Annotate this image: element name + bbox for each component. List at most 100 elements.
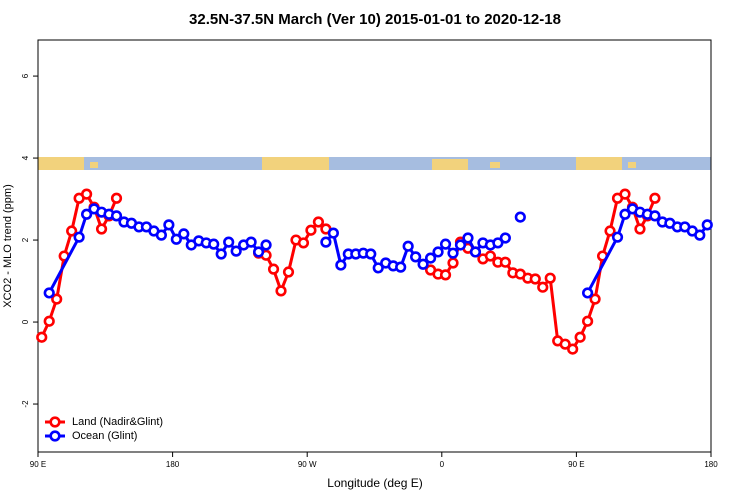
data-point (484, 250, 497, 262)
data-point (574, 331, 586, 343)
data-point (43, 315, 55, 327)
data-point (514, 211, 526, 223)
data-point (43, 287, 55, 299)
data-point (582, 287, 594, 299)
data-point (694, 229, 706, 241)
data-point (432, 246, 444, 258)
data-point (410, 251, 422, 263)
legend-label: Land (Nadir&Glint) (72, 416, 163, 428)
y-tick-label: 4 (21, 155, 30, 160)
data-point (305, 224, 317, 236)
series-line (40, 192, 657, 351)
data-point (582, 315, 594, 327)
land-band (576, 157, 622, 170)
data-point (589, 293, 601, 305)
data-point (395, 261, 407, 273)
data-point (163, 219, 175, 231)
x-tick-label: 180 (704, 460, 718, 469)
data-point (73, 231, 85, 243)
data-point (335, 259, 347, 271)
data-point (267, 263, 280, 275)
data-point (155, 229, 167, 241)
data-point (81, 188, 93, 200)
data-point (36, 331, 48, 343)
data-point (51, 293, 63, 305)
data-point (372, 262, 384, 274)
x-tick-label: 0 (440, 460, 445, 469)
data-point (492, 237, 504, 249)
data-point (223, 236, 235, 248)
chart-title: 32.5N-37.5N March (Ver 10) 2015-01-01 to… (189, 11, 561, 28)
data-point (312, 216, 325, 228)
data-point (544, 272, 556, 284)
y-tick-label: 0 (21, 319, 30, 324)
data-point (469, 246, 482, 258)
data-point (424, 252, 437, 264)
data-point (447, 247, 459, 259)
data-point (282, 266, 295, 278)
legend-marker (49, 430, 61, 442)
x-tick-label: 90 E (568, 460, 584, 469)
data-point (252, 246, 265, 258)
data-point (462, 232, 474, 244)
data-point (701, 219, 713, 231)
data-point (619, 208, 631, 220)
data-point (365, 248, 377, 260)
y-tick-label: -2 (21, 400, 30, 408)
data-point (245, 236, 257, 248)
data-point (417, 258, 429, 270)
data-point (611, 231, 624, 243)
data-point (208, 238, 220, 250)
data-point (649, 210, 661, 222)
land-band (262, 157, 329, 170)
land-band (490, 162, 500, 168)
legend-marker (49, 416, 61, 428)
y-axis-label: XCO2 - MLO trend (ppm) (2, 184, 14, 307)
data-point (170, 233, 182, 245)
data-point (95, 223, 108, 235)
x-tick-label: 90 E (30, 460, 46, 469)
data-point (439, 269, 452, 281)
data-point (619, 188, 631, 200)
data-point (260, 239, 272, 251)
data-point (447, 257, 459, 269)
data-point (559, 338, 571, 350)
data-point (178, 228, 190, 240)
x-axis-label: Longitude (deg E) (327, 476, 422, 490)
data-point (499, 256, 511, 268)
data-point (634, 223, 646, 235)
data-point (320, 236, 332, 248)
data-point (110, 210, 123, 222)
land-band (38, 157, 84, 170)
data-point (567, 343, 579, 355)
data-point (215, 248, 227, 260)
ocean-band (38, 157, 711, 170)
land-band (628, 162, 636, 168)
data-point (529, 273, 541, 285)
data-point (327, 227, 339, 239)
data-point (537, 281, 549, 293)
x-tick-label: 90 W (298, 460, 317, 469)
x-tick-label: 180 (166, 460, 180, 469)
land-ocean-strip (38, 157, 711, 170)
data-point (454, 239, 467, 251)
data-point (275, 285, 287, 297)
data-point (110, 192, 123, 204)
legend-label: Ocean (Glint) (72, 430, 137, 442)
data-point (649, 192, 661, 204)
land-band (432, 159, 468, 170)
data-point (66, 225, 78, 237)
plot-frame (37, 39, 712, 453)
data-point (297, 237, 310, 249)
y-tick-label: 2 (21, 237, 30, 242)
data-point (81, 208, 93, 220)
y-tick-label: 6 (21, 73, 30, 78)
data-point (604, 225, 616, 237)
data-point (230, 245, 242, 257)
series-line (47, 207, 709, 294)
data-point (439, 238, 452, 250)
data-point (499, 232, 511, 244)
land-band (90, 162, 98, 168)
data-point (402, 240, 414, 252)
